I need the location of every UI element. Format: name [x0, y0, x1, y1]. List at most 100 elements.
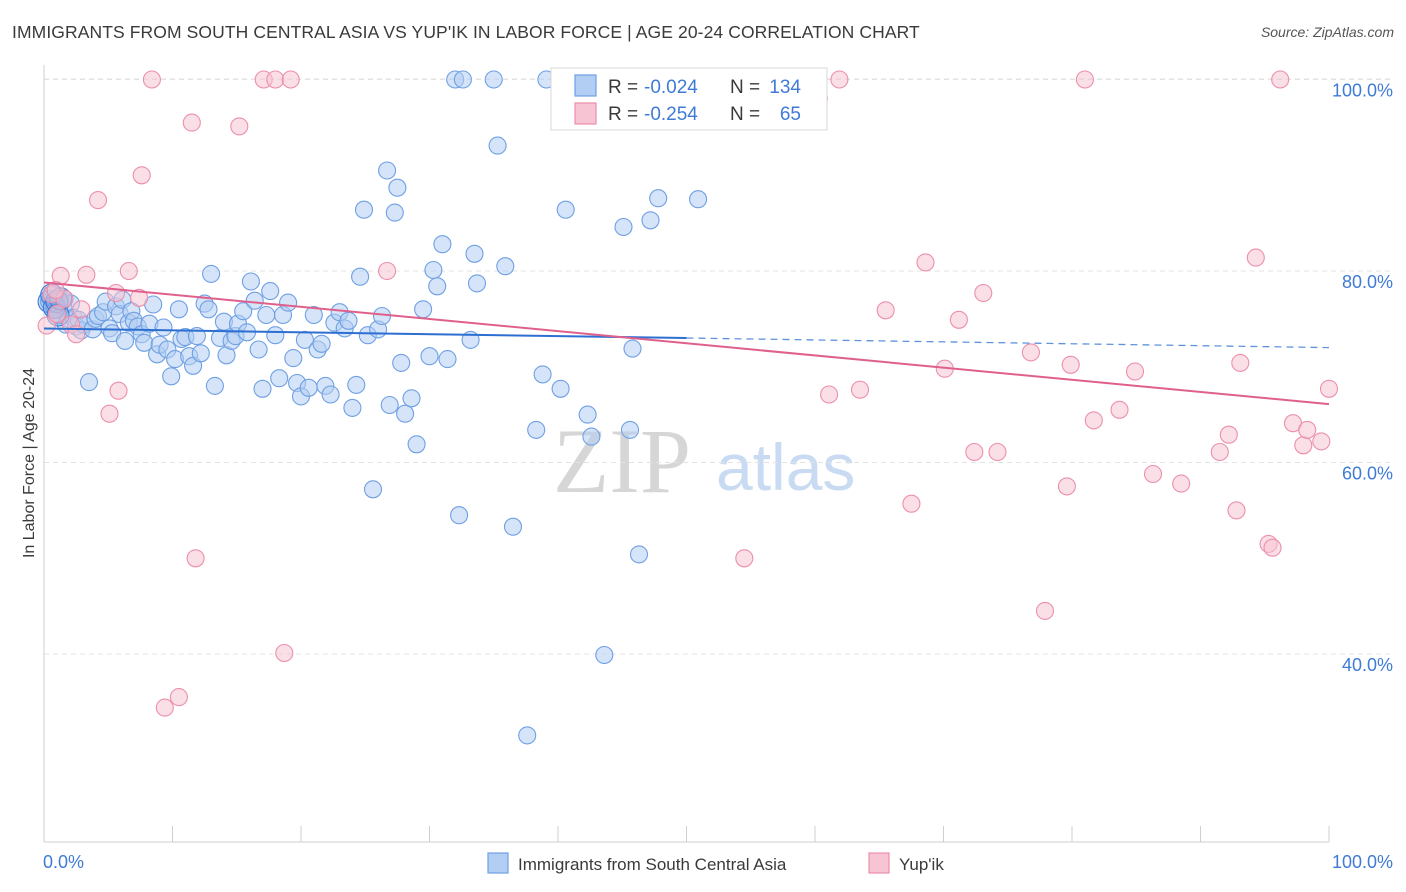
point-south-central-asia [420, 347, 439, 366]
point-south-central-asia [162, 367, 181, 386]
point-south-central-asia [279, 293, 298, 312]
point-south-central-asia [191, 344, 210, 363]
point-south-central-asia [438, 350, 457, 369]
point-yupik [902, 494, 921, 513]
point-south-central-asia [304, 305, 323, 325]
point-south-central-asia [354, 200, 374, 219]
legend-r-label-2: R = [608, 104, 638, 125]
point-south-central-asia [465, 244, 484, 263]
point-south-central-asia [257, 305, 276, 325]
point-south-central-asia [453, 70, 472, 89]
point-south-central-asia [169, 300, 188, 319]
point-south-central-asia [339, 311, 358, 330]
y-tick-label: 60.0% [1342, 464, 1393, 484]
point-south-central-asia [266, 326, 285, 345]
point-yupik [109, 381, 128, 400]
trend-line-south-central-asia-extension [686, 337, 1330, 349]
watermark: ZIP atlas [553, 410, 855, 512]
point-yupik [47, 305, 66, 324]
point-yupik [155, 698, 174, 717]
x-tick-label-min: 0.0% [43, 852, 84, 872]
point-south-central-asia [467, 274, 487, 293]
point-yupik [1227, 501, 1246, 520]
legend-r-value-2: -0.254 [644, 104, 698, 125]
watermark-zip: ZIP [553, 410, 691, 512]
point-south-central-asia [533, 365, 552, 384]
point-yupik [1057, 477, 1076, 496]
point-south-central-asia [202, 264, 221, 283]
point-yupik [1110, 400, 1129, 419]
point-yupik [1075, 70, 1094, 89]
point-yupik [1061, 355, 1080, 374]
point-yupik [142, 70, 161, 89]
legend-n-label-2: N = [730, 104, 760, 125]
y-tick-label: 40.0% [1342, 655, 1393, 675]
point-yupik [974, 283, 993, 303]
point-yupik [230, 117, 249, 136]
point-south-central-asia [527, 420, 546, 439]
bottom-legend-swatch-yupik [868, 852, 890, 874]
point-south-central-asia [312, 334, 331, 353]
watermark-atlas: atlas [716, 430, 855, 504]
point-south-central-asia [407, 435, 426, 454]
point-south-central-asia [234, 302, 253, 321]
point-yupik [88, 191, 108, 210]
point-south-central-asia [556, 200, 575, 219]
bottom-legend-label-yupik: Yup'ik [899, 855, 944, 874]
point-yupik [130, 288, 149, 307]
point-yupik [275, 643, 294, 663]
point-yupik [37, 316, 56, 335]
point-south-central-asia [388, 178, 407, 197]
point-yupik [1084, 411, 1103, 430]
chart-title: IMMIGRANTS FROM SOUTH CENTRAL ASIA VS YU… [12, 22, 920, 42]
point-yupik [46, 281, 65, 300]
point-yupik [100, 404, 119, 423]
bottom-legend-swatch-south-central-asia [487, 852, 509, 874]
point-south-central-asia [433, 235, 452, 254]
point-south-central-asia [363, 480, 383, 499]
point-yupik [1294, 436, 1313, 455]
point-yupik [735, 549, 754, 568]
point-south-central-asia [347, 375, 366, 394]
point-south-central-asia [414, 300, 433, 319]
point-yupik [378, 261, 397, 281]
point-yupik [1125, 362, 1145, 381]
point-south-central-asia [261, 282, 280, 301]
legend-swatch-south-central-asia [574, 74, 597, 97]
point-yupik [1021, 343, 1040, 362]
point-yupik [1298, 420, 1317, 439]
legend-r-label-1: R = [608, 77, 638, 98]
point-south-central-asia [385, 203, 404, 222]
point-south-central-asia [199, 300, 218, 319]
legend-n-label-1: N = [730, 77, 760, 98]
series-yupik [37, 70, 1339, 717]
point-yupik [119, 261, 138, 281]
point-yupik [186, 549, 205, 568]
point-yupik [1271, 70, 1290, 89]
point-south-central-asia [450, 506, 469, 525]
point-south-central-asia [380, 395, 399, 415]
point-yupik [77, 265, 96, 284]
bottom-legend: Immigrants from South Central Asia Yup'i… [487, 852, 944, 874]
point-south-central-asia [396, 404, 415, 423]
point-south-central-asia [503, 517, 523, 536]
point-yupik [820, 385, 839, 404]
point-yupik [949, 310, 968, 329]
point-south-central-asia [595, 645, 614, 665]
point-yupik [132, 166, 151, 185]
point-south-central-asia [623, 339, 642, 358]
point-yupik [72, 300, 91, 319]
point-south-central-asia [641, 211, 660, 230]
point-south-central-asia [205, 376, 224, 395]
point-yupik [916, 253, 935, 272]
point-yupik [1231, 353, 1250, 372]
trend-line-south-central-asia [43, 327, 687, 340]
point-south-central-asia [115, 331, 135, 350]
y-tick-label: 100.0% [1332, 81, 1393, 101]
point-yupik [1219, 425, 1238, 444]
point-yupik [182, 113, 201, 132]
legend-box [550, 67, 828, 131]
legend-r-value-1: -0.024 [644, 77, 698, 98]
bottom-legend-label-south-central-asia: Immigrants from South Central Asia [518, 855, 787, 874]
point-south-central-asia [245, 291, 264, 310]
